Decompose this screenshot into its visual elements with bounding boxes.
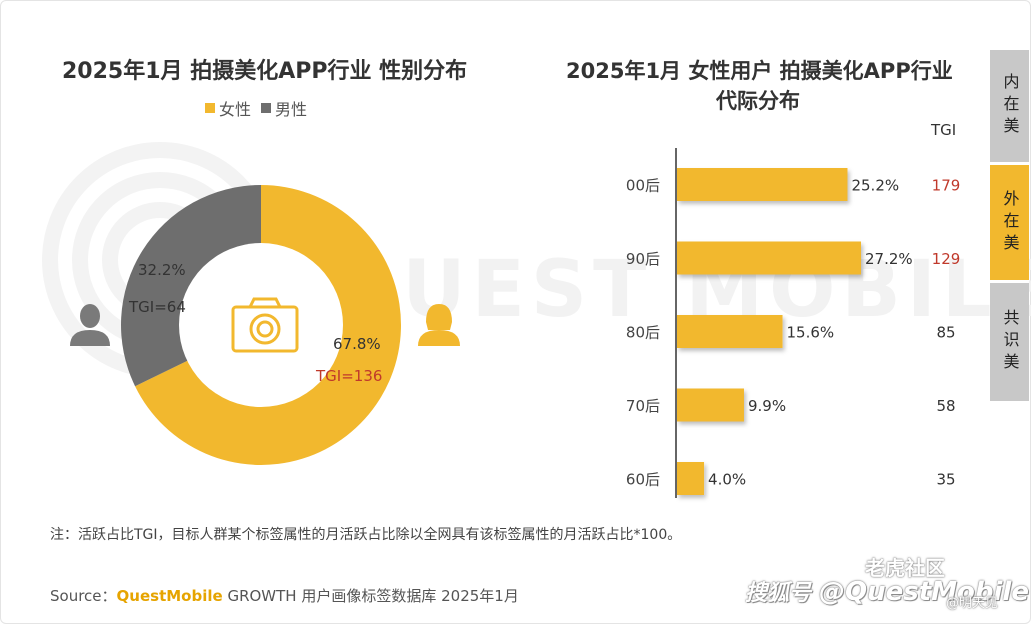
female-user-icon [418,304,460,346]
source-rest: GROWTH 用户画像标签数据库 2025年1月 [222,587,519,605]
bar-value-label: 9.9% [748,397,786,415]
tgi-value: 129 [932,250,961,268]
sohu-hao-label: 搜狐号 [745,581,812,606]
bar-value-label: 4.0% [708,471,746,489]
sohu-watermark: 搜狐号 @QuestMobile [745,575,1029,607]
tgi-value: 35 [936,471,955,489]
legend-label-female: 女性 [219,100,252,119]
category-label: 00后 [626,177,660,195]
male-pct-label: 32.2% [138,261,186,279]
bar-value-label: 27.2% [865,250,913,268]
source-line: Source：QuestMobile GROWTH 用户画像标签数据库 2025… [50,585,519,606]
legend-label-male: 男性 [275,100,308,119]
legend-item-female: 女性 [205,96,251,120]
category-label: 60后 [626,471,660,489]
legend-swatch-male [261,103,272,113]
bar [677,241,861,275]
source-brand: QuestMobile [116,587,223,605]
legend-item-male: 男性 [261,96,307,120]
bar-value-label: 15.6% [787,324,835,342]
community-watermark: 老虎社区 [865,556,945,580]
category-label: 90后 [626,250,660,268]
female-tgi-label: TGI=136 [315,367,382,385]
bar [677,168,848,201]
gender-legend: 女性 男性 [205,96,307,120]
generation-title-line2: 代际分布 [716,89,800,113]
tab-outer-beauty[interactable]: 外在美 [990,165,1029,283]
legend-swatch-female [205,103,215,113]
female-pct-label: 67.8% [333,335,381,353]
source-prefix: Source： [50,587,117,605]
tab-consensus-beauty[interactable]: 共识美 [990,283,1029,401]
tgi-value: 85 [936,324,955,342]
generation-bar-chart: 00后 25.2% 179 90后 27.2% 129 80后 15.6% 85 70后 9.9% 5… [626,168,960,495]
male-user-icon [70,304,110,346]
tab-inner-beauty[interactable]: 内在美 [990,50,1029,165]
bar [677,315,783,348]
bar [677,462,705,495]
male-tgi-label: TGI=64 [128,298,186,316]
bar-value-label: 25.2% [851,177,899,195]
tgi-value: 179 [932,177,961,195]
bar [677,388,744,422]
author-watermark: @明天见 [946,596,999,611]
camera-icon [231,297,299,353]
generation-chart-title: 2025年1月 女性用户 拍摄美化APP行业 代际分布 [566,56,953,116]
category-label: 80后 [626,324,660,342]
tgi-note: 注：活跃占比TGI，目标人群某个标签属性的月活跃占比除以全网具有该标签属性的月活… [50,527,682,543]
sohu-handle: @QuestMobile [819,577,1029,607]
gender-chart-title: 2025年1月 拍摄美化APP行业 性别分布 [62,59,468,84]
beauty-tabs: 内在美 外在美 共识美 [990,50,1029,401]
category-label: 70后 [626,397,660,415]
tgi-value: 58 [936,397,955,415]
generation-title-line1: 2025年1月 女性用户 拍摄美化APP行业 [566,59,953,83]
tgi-column-header: TGI [931,121,957,139]
